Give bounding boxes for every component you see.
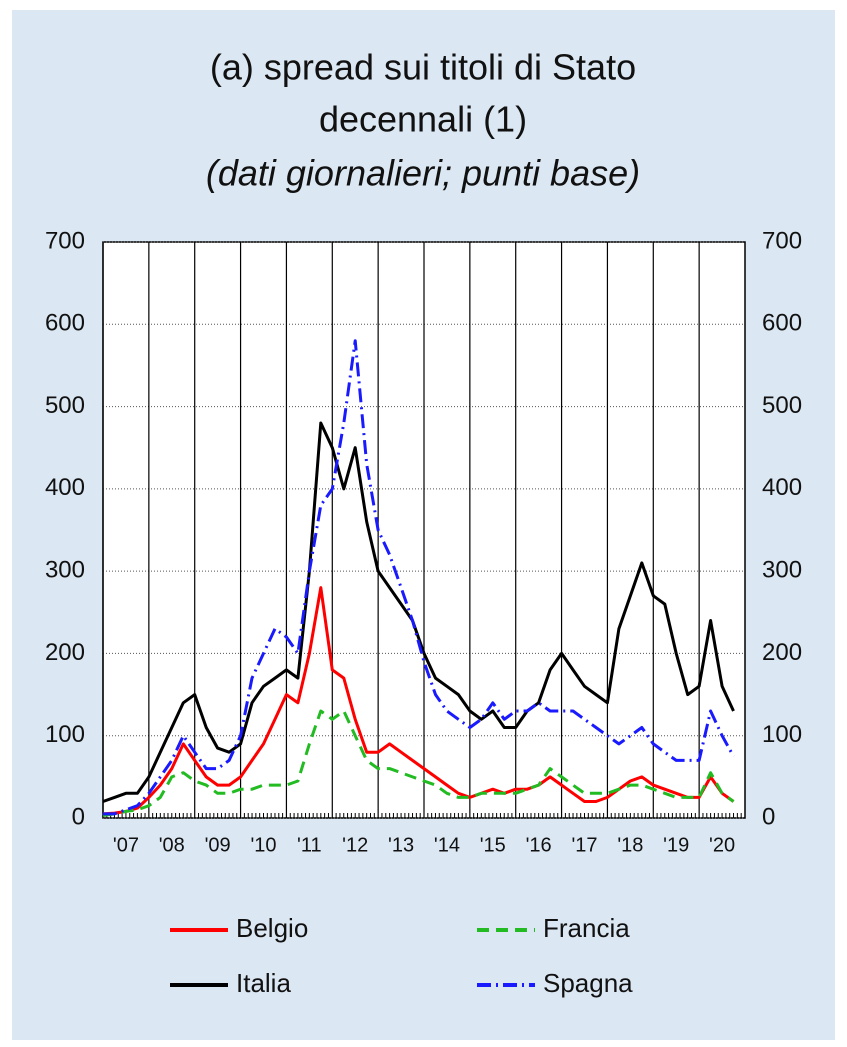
y2-tick-label: 300: [762, 556, 802, 583]
x-tick-label: '07: [113, 834, 139, 856]
x-tick-label: '10: [250, 834, 276, 856]
y2-tick-label: 600: [762, 310, 802, 337]
x-tick-label: '12: [342, 834, 368, 856]
y2-tick-label: 500: [762, 392, 802, 419]
x-tick-label: '14: [434, 834, 460, 856]
x-tick-label: '13: [388, 834, 414, 856]
x-tick-label: '20: [709, 834, 735, 856]
y-tick-label: 400: [45, 474, 85, 501]
y-tick-label: 300: [45, 556, 85, 583]
chart-subtitle: (dati giornalieri; punti base): [206, 153, 640, 194]
y2-tick-label: 100: [762, 721, 802, 748]
series-line: [103, 339, 735, 816]
legend-label: Spagna: [543, 968, 633, 998]
x-tick-label: '19: [663, 834, 689, 856]
y2-tick-label: 700: [762, 227, 802, 254]
y-tick-label: 200: [45, 639, 85, 666]
y-tick-label: 700: [45, 227, 85, 254]
y2-tick-label: 400: [762, 474, 802, 501]
y-tick-label: 500: [45, 392, 85, 419]
x-tick-label: '09: [205, 834, 231, 856]
y-tick-label: 600: [45, 310, 85, 337]
x-tick-label: '16: [526, 834, 552, 856]
x-tick-label: '08: [159, 834, 185, 856]
legend-label: Italia: [236, 968, 291, 998]
y2-tick-label: 0: [762, 803, 775, 830]
chart-title: decennali (1): [319, 99, 527, 140]
chart-title: (a) spread sui titoli di Stato: [210, 47, 636, 88]
x-tick-label: '17: [571, 834, 597, 856]
x-tick-label: '15: [480, 834, 506, 856]
y-tick-label: 0: [72, 803, 85, 830]
x-tick-label: '11: [297, 834, 322, 856]
y-tick-label: 100: [45, 721, 85, 748]
legend-label: Belgio: [236, 913, 308, 943]
y2-tick-label: 200: [762, 639, 802, 666]
x-tick-label: '18: [617, 834, 643, 856]
series-line: [102, 586, 735, 816]
legend-label: Francia: [543, 913, 630, 943]
series-line: [102, 709, 735, 817]
series-line: [102, 421, 735, 803]
